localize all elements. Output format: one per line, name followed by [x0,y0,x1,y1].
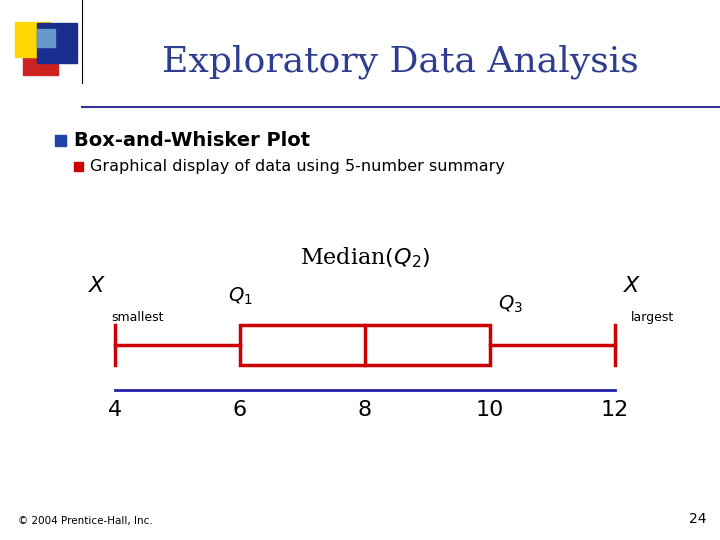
Text: 6: 6 [233,400,247,420]
Text: 8: 8 [358,400,372,420]
Text: $Q_3$: $Q_3$ [498,294,523,315]
Bar [15,22,50,57]
Text: Median$(Q_2)$: Median$(Q_2)$ [300,245,430,270]
Text: Graphical display of data using 5-number summary: Graphical display of data using 5-number… [90,159,505,173]
Text: Box-and-Whisker Plot: Box-and-Whisker Plot [74,131,310,150]
Text: Exploratory Data Analysis: Exploratory Data Analysis [161,45,639,79]
Bar [37,23,77,63]
Text: $X$: $X$ [89,275,107,297]
Text: $Q_1$: $Q_1$ [228,286,253,307]
Bar [55,135,66,146]
Text: 4: 4 [108,400,122,420]
Text: 10: 10 [476,400,504,420]
Bar [240,325,490,365]
Text: 24: 24 [688,512,706,526]
Text: $X$: $X$ [623,275,642,297]
Bar [23,40,58,75]
Text: 12: 12 [601,400,629,420]
Bar [74,162,83,171]
Text: largest: largest [631,311,674,324]
Text: © 2004 Prentice-Hall, Inc.: © 2004 Prentice-Hall, Inc. [18,516,153,526]
Text: smallest: smallest [111,311,163,324]
Bar [37,29,55,47]
